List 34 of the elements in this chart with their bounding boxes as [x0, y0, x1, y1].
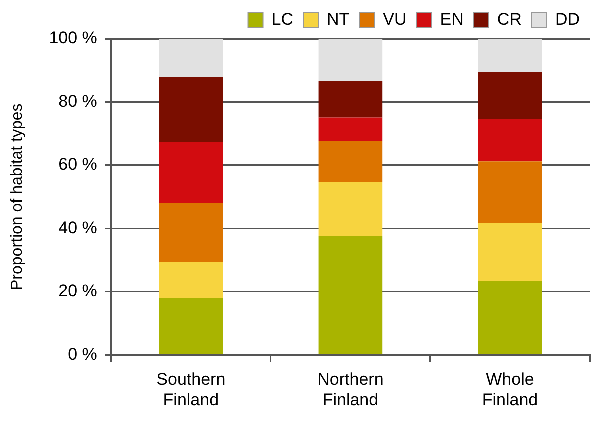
bar [478, 119, 542, 162]
x-tick-label: Southern Finland [156, 370, 226, 410]
y-axis-title: Proportion of habitat types [9, 104, 26, 290]
y-tick-label: 60 % [58, 155, 98, 174]
y-tick-label: 80 % [58, 92, 98, 111]
bar [159, 142, 224, 204]
legend-label: DD [555, 10, 580, 30]
bar [159, 262, 224, 298]
bar [318, 39, 383, 82]
bar [318, 182, 383, 236]
legend-label: LC [272, 10, 294, 30]
y-tick-label: 100 % [49, 28, 98, 48]
y-tick-label: 20 % [58, 282, 98, 301]
legend-label: VU [383, 10, 407, 30]
bar [478, 39, 542, 73]
x-tick-label: Northern Finland [318, 370, 384, 410]
bar [318, 81, 383, 118]
bar [159, 39, 224, 78]
bar [159, 298, 224, 354]
bar [159, 203, 224, 263]
bar [478, 72, 542, 119]
bar [478, 223, 542, 282]
y-tick-label: 40 % [58, 218, 98, 238]
bar [478, 282, 542, 354]
legend-label: CR [497, 10, 522, 30]
bar [318, 141, 383, 183]
bar [478, 162, 542, 224]
bar [159, 77, 224, 142]
legend-label: NT [327, 10, 350, 30]
x-tick-label: Whole Finland [482, 370, 538, 410]
y-tick-label: 0 % [68, 344, 98, 364]
bar [318, 118, 383, 142]
legend-label: EN [440, 10, 464, 30]
bar [318, 236, 383, 354]
